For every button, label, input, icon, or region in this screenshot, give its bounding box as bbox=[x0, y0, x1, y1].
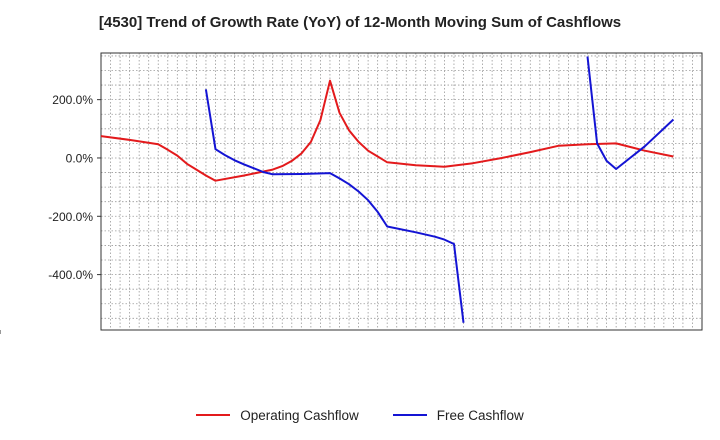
legend-label-free-cashflow: Free Cashflow bbox=[436, 407, 524, 423]
y-tick-label: -400.0% bbox=[48, 268, 93, 282]
legend-item-free-cashflow: Free Cashflow bbox=[392, 407, 524, 423]
legend-swatch-free-cashflow bbox=[392, 414, 427, 416]
plot-border bbox=[100, 52, 703, 331]
series-line-free-cashflow bbox=[204, 89, 465, 323]
y-tick-label: 0.0% bbox=[66, 151, 94, 165]
legend-item-operating-cashflow: Operating Cashflow bbox=[196, 408, 359, 423]
legend: Operating Cashflow Free Cashflow bbox=[0, 404, 720, 426]
series-line-operating-cashflow bbox=[100, 79, 674, 182]
legend-label-operating-cashflow: Operating Cashflow bbox=[240, 407, 359, 423]
y-tick-label: -200.0% bbox=[48, 210, 93, 224]
series-line-free-cashflow bbox=[586, 56, 675, 170]
chart-title: [4530] Trend of Growth Rate (YoY) of 12-… bbox=[98, 14, 622, 31]
legend-swatch-operating-cashflow bbox=[196, 414, 231, 416]
y-tick-label: 200.0% bbox=[52, 93, 93, 107]
